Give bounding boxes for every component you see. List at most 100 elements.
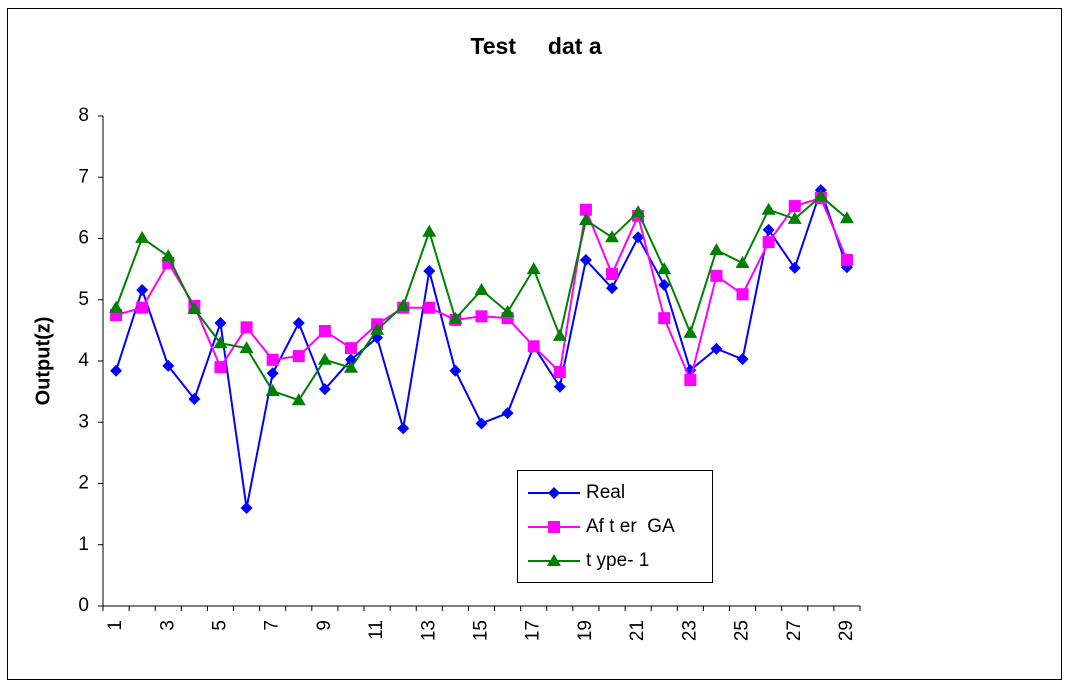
marker <box>736 353 749 366</box>
x-tick-label: 23 <box>679 620 700 641</box>
marker <box>136 283 149 296</box>
marker <box>423 264 436 277</box>
marker <box>317 352 332 365</box>
marker <box>631 205 646 218</box>
marker <box>709 243 724 256</box>
marker <box>553 366 566 379</box>
marker <box>761 202 776 215</box>
marker <box>240 321 253 334</box>
marker <box>527 340 540 353</box>
marker <box>448 311 463 324</box>
marker <box>500 305 515 317</box>
marker <box>422 224 437 237</box>
marker <box>632 231 645 244</box>
y-tick-label: 7 <box>78 166 89 187</box>
marker <box>501 407 514 420</box>
x-tick-label: 13 <box>418 620 439 641</box>
y-tick-label: 8 <box>78 105 89 126</box>
legend-label: t ype- 1 <box>586 550 649 571</box>
marker <box>214 317 227 330</box>
marker <box>605 230 620 243</box>
marker <box>606 268 619 281</box>
marker <box>292 350 305 363</box>
marker <box>396 298 411 311</box>
y-tick-label: 6 <box>78 228 89 249</box>
x-tick-label: 25 <box>732 620 753 641</box>
legend-marker <box>548 521 560 533</box>
y-tick-label: 5 <box>78 289 89 310</box>
marker <box>397 422 410 435</box>
marker <box>292 317 305 330</box>
marker <box>553 380 566 393</box>
marker <box>344 342 357 355</box>
marker <box>813 189 828 202</box>
marker <box>214 361 227 374</box>
marker <box>579 253 592 266</box>
marker <box>265 384 280 397</box>
marker <box>683 325 698 338</box>
marker <box>736 288 749 301</box>
marker <box>423 301 436 314</box>
marker <box>474 282 489 295</box>
marker <box>788 261 801 274</box>
marker <box>839 211 854 224</box>
x-tick-label: 17 <box>523 620 544 641</box>
x-tick-label: 19 <box>575 620 596 641</box>
y-tick-label: 4 <box>78 350 89 371</box>
marker <box>475 417 488 430</box>
legend: Real Af t er GA t ype- 1 <box>517 470 713 583</box>
marker <box>658 279 671 292</box>
marker <box>475 310 488 323</box>
chart-title: Test dat a <box>470 33 601 59</box>
x-tick-label: 7 <box>262 620 283 631</box>
legend-label: Real <box>586 482 625 503</box>
x-tick-label: 27 <box>784 620 805 641</box>
y-tick-label: 0 <box>78 595 89 616</box>
marker <box>239 341 254 354</box>
marker <box>188 392 201 405</box>
marker <box>318 324 331 337</box>
marker <box>266 353 279 366</box>
marker <box>110 364 123 377</box>
x-tick-label: 3 <box>157 620 178 631</box>
marker <box>735 256 750 268</box>
marker <box>657 262 672 275</box>
marker <box>579 203 592 216</box>
marker <box>343 360 358 373</box>
marker <box>162 359 175 372</box>
marker <box>109 300 124 313</box>
marker <box>788 200 801 213</box>
marker <box>684 373 697 386</box>
marker <box>136 301 149 314</box>
marker <box>710 342 723 355</box>
marker <box>213 336 228 349</box>
marker <box>552 328 567 341</box>
x-tick-label: 9 <box>314 620 335 631</box>
x-tick-label: 1 <box>105 620 126 631</box>
marker <box>840 253 853 266</box>
marker <box>710 269 723 282</box>
marker <box>291 393 306 406</box>
legend-label: Af t er GA <box>586 516 675 537</box>
marker <box>658 312 671 325</box>
y-tick-label: 2 <box>78 473 89 494</box>
marker <box>762 236 775 249</box>
x-tick-label: 15 <box>471 620 492 641</box>
marker <box>578 213 593 226</box>
y-axis-label: Output(z) <box>32 317 54 406</box>
x-tick-label: 5 <box>209 620 230 631</box>
marker <box>370 322 385 335</box>
marker <box>526 262 541 275</box>
x-tick-label: 29 <box>836 620 857 641</box>
y-tick-label: 3 <box>78 411 89 432</box>
marker <box>318 383 331 396</box>
marker <box>135 230 150 243</box>
marker <box>762 223 775 236</box>
marker <box>449 364 462 377</box>
legend-marker <box>548 487 560 499</box>
legend-marker <box>547 554 561 566</box>
x-tick-label: 21 <box>627 620 648 641</box>
y-tick-label: 1 <box>78 534 89 555</box>
x-tick-label: 11 <box>366 620 387 640</box>
